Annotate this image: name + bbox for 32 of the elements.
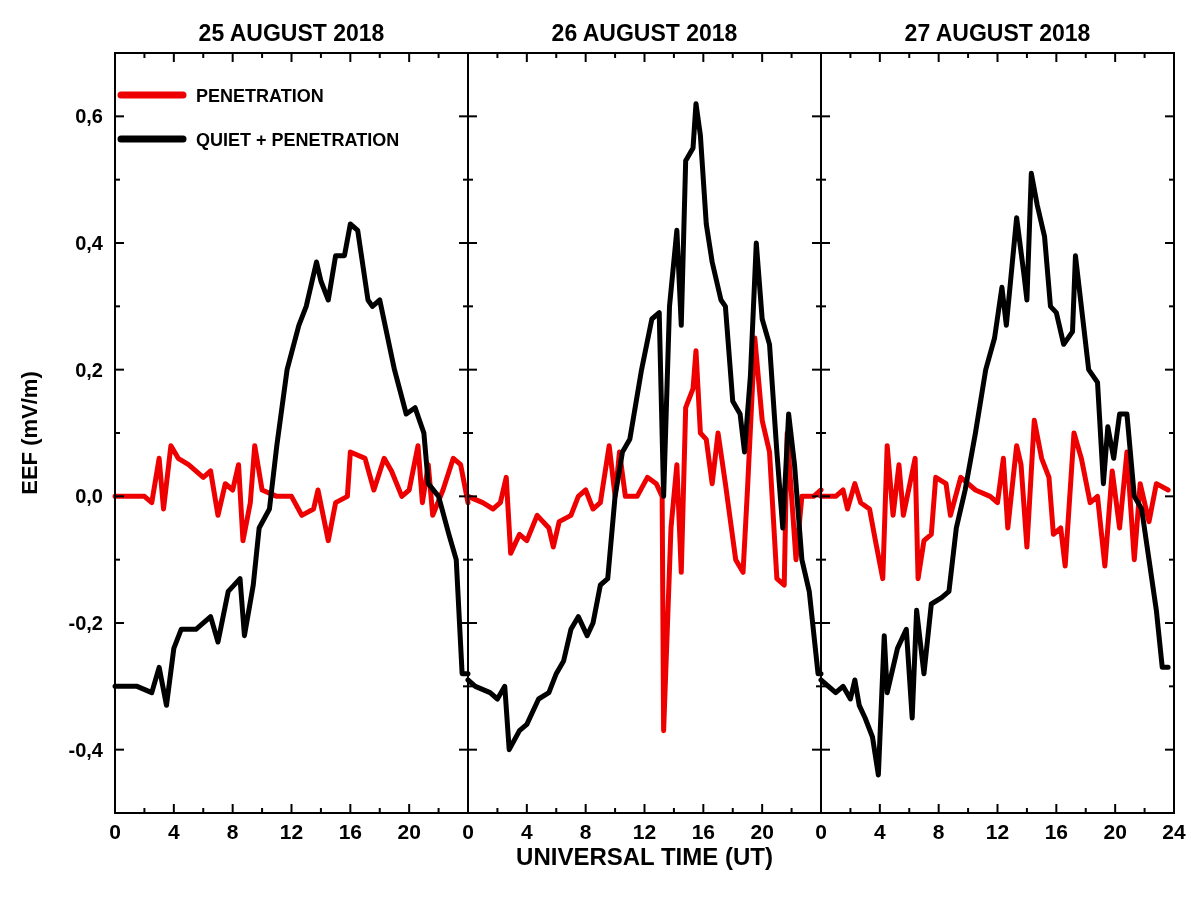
x-tick-label: 20: [397, 820, 421, 843]
y-tick-label: 0,2: [75, 358, 103, 381]
y-tick-label: -0,2: [68, 612, 103, 634]
y-tick-label: 0,6: [75, 105, 103, 128]
x-tick-label: 12: [632, 820, 657, 843]
x-tick-label: 4: [167, 820, 180, 843]
x-tick-label: 12: [985, 820, 1010, 843]
x-tick-label: 0: [462, 820, 474, 843]
x-tick-label: 8: [932, 820, 945, 843]
x-tick-label: 20: [1103, 820, 1127, 843]
x-tick-label: 8: [579, 820, 592, 843]
y-tick-label: 0,0: [75, 485, 103, 508]
y-tick-label: -0,4: [68, 738, 104, 761]
x-tick-label: 20: [750, 820, 774, 843]
x-tick-label: 12: [279, 820, 304, 843]
x-tick-label: 0: [109, 820, 121, 843]
x-tick-label: 8: [226, 820, 239, 843]
x-tick-label: 4: [520, 820, 533, 843]
x-tick-label: 24: [1162, 820, 1186, 843]
chart-title: 26 AUGUST 2018: [551, 20, 738, 46]
y-tick-label: 0,4: [75, 232, 104, 254]
x-tick-label: 16: [338, 820, 363, 843]
y-axis-title: EEF (mV/m): [17, 371, 42, 495]
x-tick-label: 4: [873, 820, 886, 843]
legend-label: PENETRATION: [196, 86, 324, 106]
legend-label: QUIET + PENETRATION: [196, 130, 400, 150]
x-tick-label: 16: [1044, 820, 1069, 843]
x-tick-label: 16: [691, 820, 716, 843]
x-axis-title: UNIVERSAL TIME (UT): [516, 843, 773, 870]
x-tick-label: 0: [815, 820, 827, 843]
chart-title: 25 AUGUST 2018: [198, 20, 385, 46]
chart-title: 27 AUGUST 2018: [904, 20, 1091, 46]
